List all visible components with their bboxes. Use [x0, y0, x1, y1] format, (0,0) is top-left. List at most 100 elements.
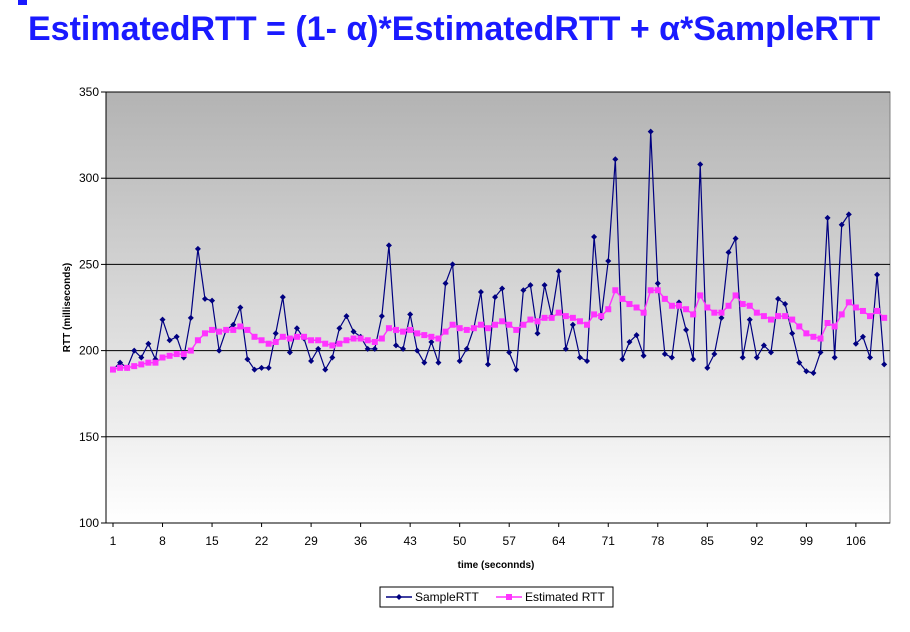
data-point — [173, 351, 180, 358]
data-point — [817, 349, 824, 356]
data-point — [527, 316, 534, 323]
data-point — [301, 333, 308, 340]
data-point — [520, 287, 527, 294]
data-point — [117, 364, 124, 371]
data-point — [676, 302, 682, 309]
data-point — [336, 340, 343, 347]
data-point — [371, 338, 378, 345]
data-point — [499, 285, 506, 292]
data-point — [428, 333, 435, 340]
data-point — [477, 321, 484, 328]
data-point — [279, 294, 286, 301]
data-point — [633, 304, 640, 311]
data-point — [209, 326, 216, 333]
data-point — [258, 337, 265, 344]
data-point — [378, 313, 385, 320]
data-point — [789, 330, 796, 337]
data-point — [569, 314, 576, 321]
data-point — [584, 321, 591, 328]
y-tick-label: 250 — [79, 257, 99, 271]
x-tick-label: 15 — [205, 534, 219, 548]
data-point — [506, 349, 513, 356]
data-point — [576, 318, 583, 325]
data-point — [782, 313, 789, 320]
data-point — [718, 309, 725, 316]
data-point — [393, 326, 399, 333]
y-tick-label: 200 — [79, 344, 99, 358]
data-point — [449, 261, 456, 268]
data-point — [881, 314, 888, 321]
data-point — [421, 359, 428, 366]
data-point — [591, 311, 598, 318]
data-point — [739, 301, 746, 308]
data-point — [867, 354, 874, 361]
data-point — [845, 211, 852, 218]
data-point — [782, 301, 789, 308]
data-point — [442, 280, 449, 287]
data-point — [697, 161, 704, 168]
x-tick-label: 106 — [846, 534, 866, 548]
data-point — [859, 333, 866, 340]
data-point — [753, 354, 760, 361]
data-point — [683, 306, 690, 313]
data-point — [145, 340, 152, 347]
data-point — [704, 364, 711, 371]
data-point — [683, 326, 690, 333]
data-point — [831, 323, 838, 330]
data-point — [838, 221, 845, 228]
data-point — [775, 295, 782, 302]
data-point — [315, 345, 322, 352]
data-point — [831, 354, 838, 361]
data-point — [308, 357, 315, 364]
x-tick-label: 92 — [750, 534, 764, 548]
x-tick-label: 71 — [602, 534, 616, 548]
data-point — [732, 292, 739, 299]
data-point — [138, 354, 145, 361]
data-point — [237, 304, 244, 311]
data-point — [661, 295, 668, 302]
data-point — [633, 332, 640, 339]
data-point — [803, 368, 810, 375]
data-point — [534, 318, 541, 325]
data-point — [209, 297, 216, 304]
data-point — [230, 326, 237, 333]
data-point — [400, 328, 407, 335]
data-point — [414, 330, 421, 337]
data-point — [279, 333, 286, 340]
data-point — [647, 287, 654, 294]
data-point — [874, 307, 881, 314]
data-point — [569, 321, 576, 328]
data-point — [789, 316, 796, 323]
data-point — [534, 330, 541, 337]
data-point — [484, 325, 491, 332]
data-point — [286, 335, 293, 342]
data-point — [527, 282, 534, 289]
data-point — [576, 354, 583, 361]
data-point — [690, 356, 697, 363]
legend: SampleRTT Estimated RTT — [379, 586, 614, 608]
data-point — [131, 347, 138, 354]
data-point — [463, 345, 470, 352]
data-point — [492, 321, 499, 328]
data-point — [329, 342, 336, 349]
data-point — [201, 330, 208, 337]
data-point — [661, 351, 668, 358]
data-point — [329, 354, 336, 361]
data-point — [767, 316, 774, 323]
data-point — [619, 295, 626, 302]
data-point — [477, 288, 484, 295]
data-point — [605, 257, 612, 264]
data-point — [343, 313, 350, 320]
data-point — [421, 332, 428, 339]
data-point — [166, 337, 173, 344]
x-tick-label: 78 — [651, 534, 665, 548]
data-point — [251, 366, 258, 373]
data-point — [690, 311, 697, 318]
data-point — [591, 233, 598, 240]
data-point — [626, 338, 633, 345]
data-point — [725, 249, 732, 256]
y-tick-label: 150 — [79, 430, 99, 444]
data-point — [400, 345, 407, 352]
data-point — [159, 354, 166, 361]
data-point — [647, 128, 654, 135]
